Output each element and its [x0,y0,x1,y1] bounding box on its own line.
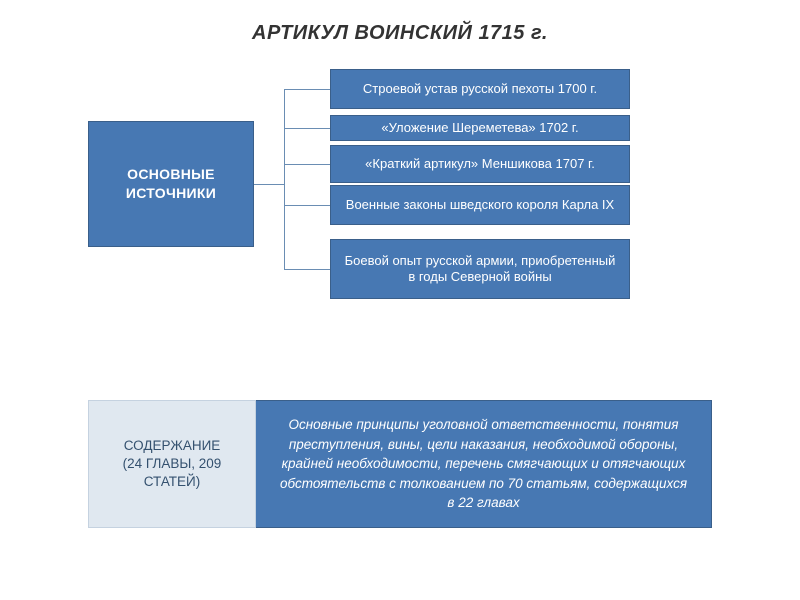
source-text-0: Строевой устав русской пехоты 1700 г. [363,81,597,97]
connector-stem [254,184,284,185]
connector-branch-4 [284,269,330,270]
connector-branch-2 [284,164,330,165]
diagram-top: ОСНОВНЫЕ ИСТОЧНИКИ Строевой устав русско… [0,63,800,343]
content-summary-text-box: Основные принципы уголовной ответственно… [256,400,712,528]
connector-branch-1 [284,128,330,129]
connector-branch-0 [284,89,330,90]
source-box-1: «Уложение Шереметева» 1702 г. [330,115,630,141]
source-box-0: Строевой устав русской пехоты 1700 г. [330,69,630,109]
source-box-4: Боевой опыт русской армии, приобретенный… [330,239,630,299]
content-summary-row: СОДЕРЖАНИЕ (24 ГЛАВЫ, 209 СТАТЕЙ) Основн… [88,400,712,528]
connector-branch-3 [284,205,330,206]
main-sources-label: ОСНОВНЫЕ ИСТОЧНИКИ [126,165,216,203]
content-summary-label-line1: СОДЕРЖАНИЕ [124,437,221,455]
content-summary-label-box: СОДЕРЖАНИЕ (24 ГЛАВЫ, 209 СТАТЕЙ) [88,400,256,528]
source-text-3: Военные законы шведского короля Карла IX [346,197,614,213]
content-summary-label-line2: (24 ГЛАВЫ, 209 СТАТЕЙ) [97,455,247,491]
content-summary-text: Основные принципы уголовной ответственно… [278,415,689,513]
source-box-3: Военные законы шведского короля Карла IX [330,185,630,225]
page-title: АРТИКУЛ ВОИНСКИЙ 1715 г. [0,0,800,63]
source-box-2: «Краткий артикул» Меншикова 1707 г. [330,145,630,183]
source-text-2: «Краткий артикул» Меншикова 1707 г. [365,156,595,172]
connector-vertical [284,89,285,269]
source-text-1: «Уложение Шереметева» 1702 г. [381,120,578,136]
main-sources-box: ОСНОВНЫЕ ИСТОЧНИКИ [88,121,254,247]
source-text-4: Боевой опыт русской армии, приобретенный… [341,253,619,286]
